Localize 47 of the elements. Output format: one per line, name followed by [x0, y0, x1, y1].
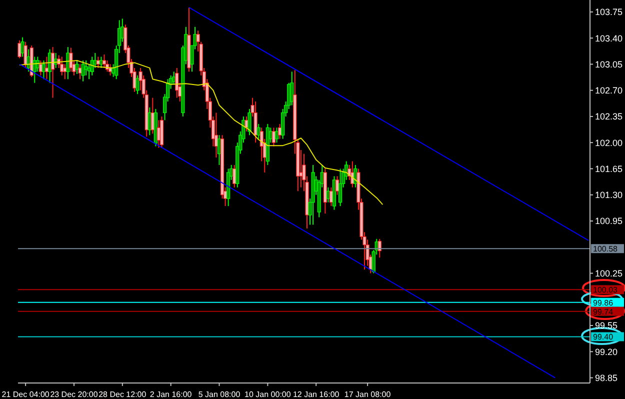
y-tick-label: 102.35: [595, 112, 623, 122]
y-tick-label: 101.65: [595, 164, 623, 174]
x-tick-label: 28 Dec 12:00: [98, 390, 147, 399]
y-tick-label: 102.00: [595, 138, 623, 148]
y-tick-label: 103.40: [595, 33, 623, 44]
candlestick: [18, 40, 22, 59]
ref-line-label: 100.58: [593, 244, 618, 254]
candlestick: [81, 60, 85, 82]
x-tick-label: 5 Jan 08:00: [198, 390, 241, 399]
x-tick-label: 23 Dec 20:00: [50, 390, 98, 399]
x-tick-label: 10 Jan 00:00: [244, 390, 292, 399]
candlestick: [24, 41, 28, 68]
candlestick: [20, 36, 24, 58]
candlestick: [335, 176, 340, 196]
candlestick: [274, 127, 279, 144]
candlestick: [42, 60, 46, 80]
y-tick-label: 102.70: [595, 86, 623, 96]
x-tick-label: 2 Jan 16:00: [150, 390, 192, 399]
candlestick: [102, 54, 106, 68]
candlestick: [69, 47, 73, 72]
ref-line-label: 99.74: [593, 307, 614, 316]
candlestick: [272, 127, 276, 147]
ref-line-label: 99.40: [593, 332, 614, 342]
candlestick: [87, 64, 91, 80]
candlestick: [75, 60, 79, 74]
candlestick: [248, 108, 252, 136]
ref-line-label: 99.86: [593, 298, 614, 308]
line-series: [19, 60, 384, 206]
candlestick: [136, 74, 140, 95]
y-tick-label: 98.85: [595, 372, 618, 383]
y-tick-label: 103.05: [595, 59, 623, 70]
y-tick-label: 103.75: [595, 7, 623, 18]
y-tick-label: 100.95: [595, 216, 623, 226]
candlestick: [290, 71, 294, 106]
y-tick-label: 100.25: [595, 268, 623, 278]
x-tick-label: 21 Dec 04:00: [2, 390, 50, 399]
candlestick: [84, 60, 88, 76]
candlestick: [254, 101, 258, 144]
x-tick-label: 12 Jan 16:00: [292, 390, 340, 399]
x-tick-label: 17 Jan 08:00: [344, 390, 392, 399]
y-tick-label: 101.30: [595, 190, 623, 200]
candlestick: [50, 46, 55, 98]
candlestick: [338, 168, 342, 207]
candlestick: [256, 123, 260, 140]
candlestick: [60, 56, 64, 76]
ref-line-label: 100.03: [593, 286, 618, 295]
y-tick-label: 99.20: [595, 346, 618, 357]
